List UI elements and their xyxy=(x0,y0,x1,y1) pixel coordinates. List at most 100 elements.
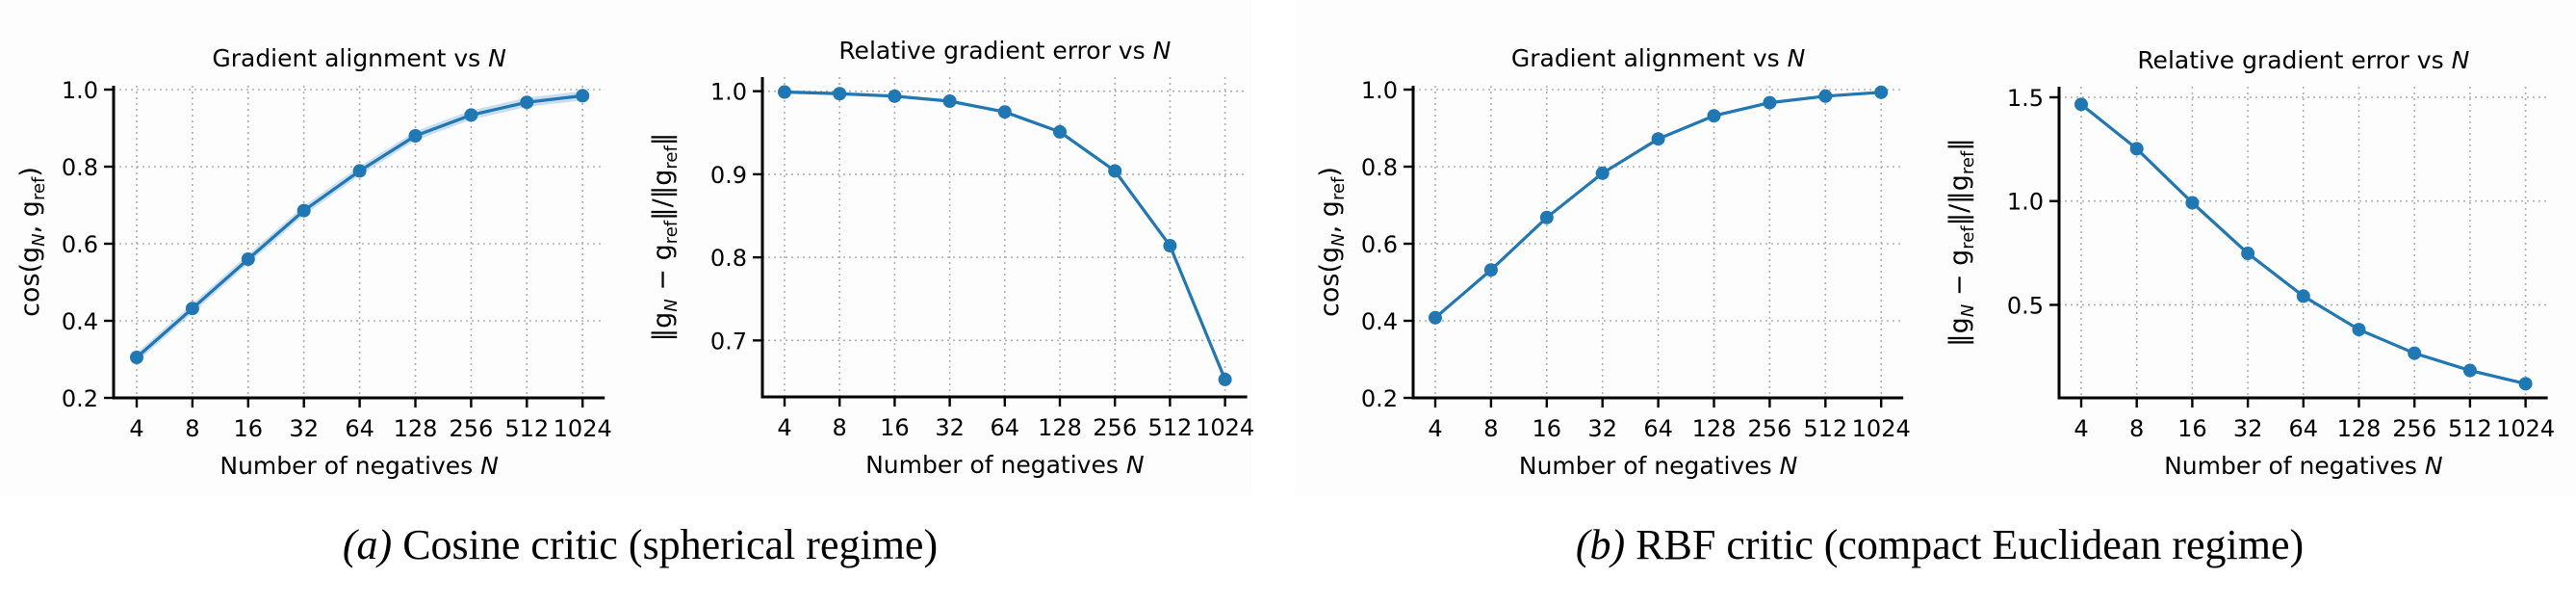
subplot-title: Relative gradient error vs N xyxy=(838,37,1171,65)
data-point xyxy=(1595,166,1610,180)
subplot-title: Gradient alignment vs N xyxy=(212,44,506,72)
x-tick-label: 4 xyxy=(777,414,791,441)
y-tick-label: 0.8 xyxy=(1361,154,1398,181)
x-tick-label: 4 xyxy=(129,415,143,442)
y-tick-label: 0.8 xyxy=(62,154,98,181)
caption-a-tag: (a) xyxy=(342,521,393,568)
x-tick-label: 64 xyxy=(2289,415,2319,442)
y-tick-label: 0.2 xyxy=(1361,385,1398,412)
x-axis-label: Number of negatives N xyxy=(2164,452,2443,480)
x-tick-label: 1024 xyxy=(1852,415,1911,442)
x-axis-label: Number of negatives N xyxy=(219,452,499,480)
y-tick-label: 0.8 xyxy=(710,245,747,272)
subplot-title: Relative gradient error vs N xyxy=(2137,46,2469,74)
x-tick-label: 16 xyxy=(2177,415,2207,442)
x-tick-label: 256 xyxy=(2392,415,2436,442)
data-point xyxy=(2518,377,2533,391)
x-tick-label: 32 xyxy=(289,415,319,442)
panel-background-b xyxy=(1295,0,2576,496)
data-point xyxy=(2408,346,2422,360)
y-tick-label: 0.9 xyxy=(710,162,747,189)
grid-lines xyxy=(2059,87,2548,398)
x-tick-label: 64 xyxy=(345,415,374,442)
figure-canvas: 0.20.40.60.81.04 8 16 32 64 128 256 512 1024Grad… xyxy=(15,37,2555,480)
y-axis-label: ‖gN − gref‖/‖gref‖ xyxy=(648,133,682,342)
x-tick-label: 8 xyxy=(833,414,847,441)
data-point xyxy=(2352,323,2366,337)
y-tick-label: 0.2 xyxy=(62,385,98,412)
data-point xyxy=(1651,132,1665,146)
data-point xyxy=(888,89,902,103)
y-tick-label: 1.0 xyxy=(62,77,98,104)
subplot-title: Gradient alignment vs N xyxy=(1511,44,1806,72)
x-tick-label: 128 xyxy=(2337,415,2382,442)
caption-a-text: Cosine critic (spherical regime) xyxy=(402,521,939,568)
x-tick-label: 128 xyxy=(394,415,438,442)
x-tick-label: 1024 xyxy=(2496,415,2555,442)
y-tick-label: 0.7 xyxy=(710,328,747,355)
x-tick-label: 128 xyxy=(1038,414,1082,441)
data-point xyxy=(1218,372,1232,386)
y-tick-label: 0.5 xyxy=(2007,292,2044,319)
y-tick-label: 0.4 xyxy=(62,308,98,335)
data-point xyxy=(2074,97,2088,112)
x-tick-label: 32 xyxy=(2233,415,2263,442)
subplot-3: 0.2 0.4 0.6 0.8 1.0 4 8 16 32 64 128 256 512 1024 Grad… xyxy=(1315,44,1911,480)
x-axis-label: Number of negatives N xyxy=(865,451,1145,479)
data-point xyxy=(1539,210,1554,224)
x-tick-label: 8 xyxy=(185,415,199,442)
y-tick-label: 0.4 xyxy=(1361,308,1398,335)
x-tick-label: 512 xyxy=(1147,414,1192,441)
data-point xyxy=(2185,196,2200,210)
x-tick-label: 32 xyxy=(935,414,965,441)
data-point xyxy=(241,252,255,266)
x-tick-label: 64 xyxy=(1643,415,1673,442)
x-tick-label: 256 xyxy=(449,415,493,442)
x-tick-label: 128 xyxy=(1692,415,1737,442)
x-tick-label: 64 xyxy=(991,414,1020,441)
data-point xyxy=(1108,164,1122,178)
y-axis-label: cos(gN, gref) xyxy=(1315,167,1349,317)
data-point xyxy=(1707,109,1721,123)
x-tick-label: 16 xyxy=(234,415,264,442)
y-axis-label: cos(gN, gref) xyxy=(15,167,49,317)
x-tick-label: 256 xyxy=(1093,414,1137,441)
data-point xyxy=(2129,142,2144,156)
x-tick-label: 16 xyxy=(1533,415,1562,442)
data-point xyxy=(185,302,199,316)
x-tick-label: 8 xyxy=(2129,415,2144,442)
x-tick-label: 1024 xyxy=(554,415,612,442)
data-point xyxy=(520,95,534,110)
x-tick-label: 4 xyxy=(2074,415,2088,442)
data-point xyxy=(1483,263,1498,277)
x-tick-label: 512 xyxy=(2448,415,2492,442)
data-point xyxy=(1053,124,1067,139)
subplot-4: 0.5 1.0 1.5 4 8 16 32 64 128 256 512 1024 Relative g… xyxy=(1945,46,2555,480)
x-tick-label: 256 xyxy=(1747,415,1791,442)
data-point xyxy=(997,105,1012,119)
data-point xyxy=(408,129,423,143)
confidence-band xyxy=(1435,91,1882,320)
data-point xyxy=(2241,247,2255,261)
data-point xyxy=(1763,95,1777,110)
x-tick-label: 8 xyxy=(1483,415,1498,442)
data-point xyxy=(1429,310,1442,325)
caption-b-text: RBF critic (compact Euclidean regime) xyxy=(1636,521,2305,568)
data-point xyxy=(296,203,311,218)
data-point xyxy=(576,89,590,103)
grid-lines xyxy=(762,77,1248,397)
panel-background-a xyxy=(0,0,1251,496)
subplot-2: 0.7 0.8 0.9 1.0 4 8 16 32 64 128 256 512 1024 Relativ… xyxy=(648,37,1254,479)
confidence-band xyxy=(137,91,583,362)
data-point xyxy=(464,108,478,122)
data-point xyxy=(2296,289,2310,303)
x-tick-label: 1024 xyxy=(1196,414,1254,441)
data-point xyxy=(1163,239,1177,253)
caption-a: (a) Cosine critic (spherical regime) xyxy=(343,520,938,569)
x-tick-label: 512 xyxy=(504,415,549,442)
data-point xyxy=(130,351,143,364)
y-tick-label: 1.0 xyxy=(2007,189,2044,216)
subplot-1: 0.2 0.4 0.6 0.8 1.0 4 8 16 32 64 128 256 512 1024 Grad… xyxy=(15,44,612,480)
x-axis-label: Number of negatives N xyxy=(1519,452,1798,480)
y-tick-label: 1.5 xyxy=(2007,85,2044,112)
